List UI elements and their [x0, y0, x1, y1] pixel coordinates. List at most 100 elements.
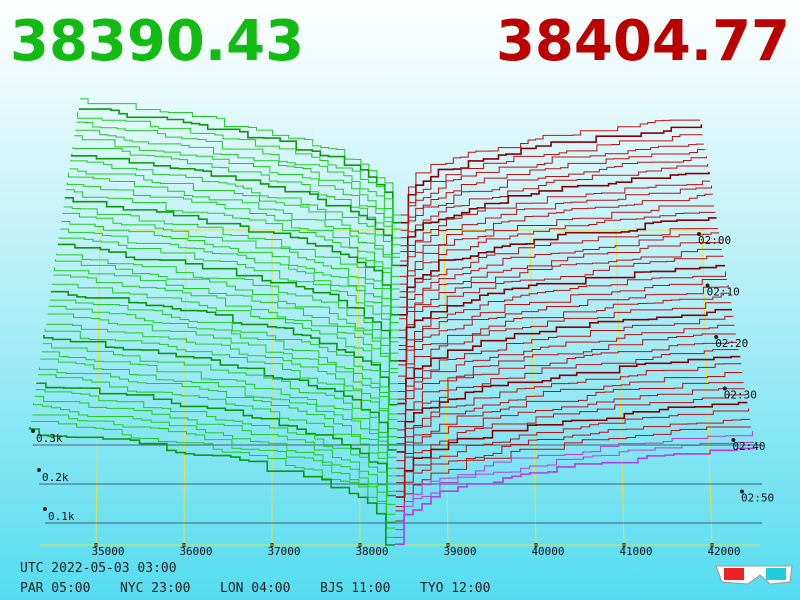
ask-depth-line: [397, 302, 732, 400]
ask-depth-line: [400, 134, 703, 231]
ask-depth-line: [399, 180, 711, 277]
depth-label: 0.1k: [48, 510, 75, 523]
price-label: 37000: [267, 545, 300, 558]
ask-depth-line: [395, 394, 747, 492]
timezone: TYO 12:00: [420, 581, 490, 596]
bid-depth-line: [29, 426, 395, 546]
ask-depth-line: [400, 149, 706, 247]
time-label: 02:10: [707, 286, 740, 299]
bid-depth-line: [60, 228, 399, 343]
ask-depth-line: [396, 382, 744, 477]
price-label: 39000: [443, 545, 476, 558]
ask-depth-line: [400, 164, 709, 262]
ask-depth-line: [401, 119, 700, 216]
ask-depth-line: [397, 315, 734, 415]
bid-depth-line: [66, 189, 400, 308]
ask-depth-line: [399, 217, 717, 316]
timezone: LON 04:00: [220, 581, 290, 596]
bid-price: 38390.43: [10, 9, 304, 74]
ask-price: 38404.77: [496, 9, 790, 74]
depth-label: 0.2k: [42, 471, 69, 484]
ask-depth-line: [398, 278, 727, 377]
price-grid-line: [443, 229, 449, 546]
ask-depth-line: [396, 363, 742, 462]
bid-depth-line: [64, 197, 400, 316]
ask-depth-line: [398, 232, 720, 331]
ask-depth-line: [400, 143, 704, 239]
bid-depth-line: [49, 299, 398, 415]
time-label: 02:30: [724, 389, 757, 402]
bid-depth-line: [50, 290, 398, 406]
bid-depth-line: [69, 168, 400, 285]
ask-depth-line: [395, 401, 748, 498]
bid-depth-line: [78, 108, 401, 224]
price-grid-line: [357, 229, 361, 546]
utc-time: UTC 2022-05-03 03:00: [20, 561, 177, 576]
bid-depth-line: [38, 367, 397, 485]
time-tick: [740, 489, 744, 494]
ask-depth-line: [397, 333, 736, 431]
price-label: 38000: [355, 545, 388, 558]
bid-depth-line: [75, 129, 401, 246]
glasses-icon: [715, 565, 793, 585]
ask-depth-line: [395, 418, 750, 512]
ask-depth-line: [397, 292, 730, 393]
ask-depth-line: [396, 355, 741, 453]
price-grid-line: [529, 229, 537, 546]
ask-depth-line: [395, 431, 753, 531]
bid-depth-line: [42, 343, 397, 458]
bid-depth-line: [53, 267, 398, 385]
time-tick: [714, 335, 719, 339]
price-grid-line: [615, 229, 625, 546]
bid-depth-line: [41, 351, 397, 469]
time-label: 02:40: [732, 440, 765, 453]
ask-depth-line: [398, 271, 727, 366]
bid-depth-line: [44, 328, 397, 445]
ask-depth-line: [399, 205, 715, 298]
ask-depth-line: [400, 124, 703, 224]
price-label: 41000: [619, 545, 652, 558]
price-label: 40000: [531, 545, 564, 558]
bid-depth-line: [43, 334, 397, 451]
bid-depth-line: [53, 274, 398, 393]
bid-depth-line: [47, 313, 398, 430]
ask-depth-line: [395, 442, 754, 538]
depth-tick: [43, 507, 47, 511]
bid-depth-line: [58, 237, 399, 354]
bid-depth-line: [77, 111, 401, 230]
ask-depth-line: [395, 408, 750, 508]
price-label: 42000: [707, 545, 740, 558]
bid-depth-line: [71, 154, 401, 267]
bid-depth-line: [57, 243, 399, 362]
bid-depth-line: [62, 212, 399, 331]
ask-depth-line: [398, 248, 722, 346]
time-tick: [705, 283, 710, 288]
ask-depth-line: [395, 426, 752, 522]
bid-depth-line: [76, 121, 401, 239]
ask-depth-line: [396, 341, 738, 439]
bid-depth-line: [48, 305, 398, 420]
ask-depth-line: [397, 308, 732, 405]
depth-tick: [31, 429, 35, 433]
bid-depth-line: [31, 420, 396, 538]
bid-depth-line: [34, 395, 396, 515]
timezone: PAR 05:00: [20, 581, 90, 596]
time-label: 02:50: [741, 492, 774, 505]
time-tick: [697, 232, 701, 236]
bid-depth-line: [67, 172, 400, 290]
ask-depth-line: [400, 156, 707, 253]
ask-depth-line: [396, 388, 745, 484]
price-label: 35000: [91, 545, 124, 558]
ask-depth-line: [395, 447, 755, 545]
ask-depth-line: [398, 242, 721, 339]
ask-depth-line: [398, 264, 726, 362]
price-grid-line: [183, 229, 187, 546]
ask-depth-line: [399, 193, 713, 293]
bid-depth-line: [74, 135, 401, 254]
bid-depth-line: [70, 160, 400, 277]
bid-depth-line: [51, 283, 398, 400]
bid-depth-line: [38, 374, 396, 492]
time-label: 02:20: [715, 337, 748, 350]
time-tick: [731, 438, 736, 442]
